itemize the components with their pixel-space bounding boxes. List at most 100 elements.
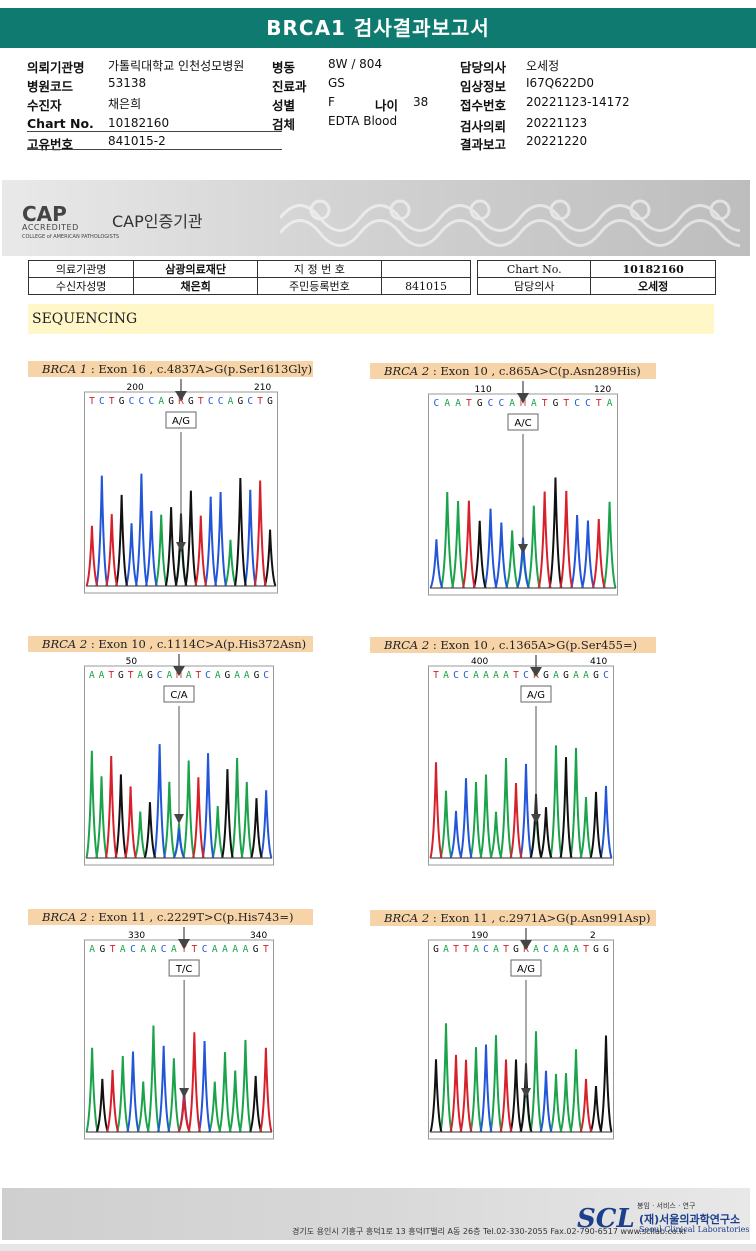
base-call: A xyxy=(455,398,461,409)
bottom-strip xyxy=(0,1244,756,1251)
unique-id-value: 841015-2 xyxy=(108,134,166,148)
chart-no-value: 10182160 xyxy=(108,116,170,130)
trace-peak xyxy=(539,1070,553,1133)
field-label: 검사의뢰 xyxy=(460,119,507,134)
trace-peak xyxy=(591,518,606,589)
variant-top-arrow xyxy=(173,654,185,676)
trace-peak xyxy=(479,1044,493,1133)
trace-peak xyxy=(163,781,176,859)
base-call: G xyxy=(147,670,153,681)
institution-label: 의료기관명 xyxy=(27,260,135,278)
base-call: C xyxy=(434,398,440,409)
trace-peak xyxy=(589,791,603,859)
trace-peak xyxy=(505,530,520,589)
base-call: A xyxy=(493,944,499,955)
trace-peak xyxy=(240,781,254,859)
trace-peak xyxy=(187,1032,201,1133)
trace-peak xyxy=(95,1078,109,1133)
variant-description: : Exon 10 , c.1114C>A(p.His372Asn) xyxy=(87,637,307,651)
trace-peak xyxy=(136,1081,150,1133)
trace-peak xyxy=(172,828,186,859)
footer-banner: 경기도 용인시 기흥구 흥덕1로 13 흥덕IT밸리 A동 26층 Tel.02… xyxy=(2,1188,750,1240)
base-call: C xyxy=(603,670,609,681)
variant-top-arrow xyxy=(175,379,187,401)
trace-peak xyxy=(459,1059,473,1133)
trace-peak xyxy=(479,774,493,859)
base-call: G xyxy=(188,396,194,407)
field-label: 병동 xyxy=(272,60,296,75)
position-label: 340 xyxy=(250,931,267,941)
variant-top-arrow xyxy=(530,655,542,677)
base-call: T xyxy=(108,670,114,681)
variant-label: BRCA 2 : Exon 10 , c.865A>C(p.Asn289His) xyxy=(370,363,656,379)
patient-name-value: 채은희 xyxy=(108,97,142,111)
trace-peak xyxy=(115,494,129,587)
trace-peak xyxy=(489,811,503,859)
scl-name: (재)서울의과학연구소 xyxy=(639,1213,741,1226)
field-label: 고유번호 xyxy=(27,137,74,152)
ward-value: 8W / 804 xyxy=(328,57,383,71)
variant-arrow xyxy=(521,1088,531,1098)
institution-value: 가톨릭대학교 인천성모병원 xyxy=(108,59,245,73)
result-report-date: 20221220 xyxy=(526,134,588,148)
trace-peak xyxy=(197,1040,212,1133)
trace-peak xyxy=(218,1052,232,1133)
trace-peak xyxy=(579,796,593,859)
trace-peak xyxy=(201,753,215,859)
institution-value: 삼광의료재단 xyxy=(133,260,259,278)
registration-label: 지 정 번 호 xyxy=(257,260,382,278)
gene-name: BRCA 2 xyxy=(384,364,430,378)
arrow-head xyxy=(178,939,191,949)
doctor-value: 오세정 xyxy=(590,277,716,295)
base-call: G xyxy=(593,944,599,955)
trace-peak xyxy=(548,477,563,589)
trace-peak xyxy=(238,1039,253,1133)
trace-peak xyxy=(459,778,473,859)
arrow-head xyxy=(175,391,187,401)
gene-name: BRCA 2 xyxy=(384,638,430,652)
genotype-call: A/G xyxy=(172,416,190,427)
trace-peak xyxy=(449,1054,463,1133)
base-call: A xyxy=(171,944,177,955)
trace-peak xyxy=(164,507,178,587)
variant-arrow xyxy=(176,542,186,552)
specimen-value: EDTA Blood xyxy=(328,114,398,128)
trace-peak xyxy=(167,1058,181,1133)
base-call: A xyxy=(503,670,509,681)
variant-top-arrow xyxy=(178,927,191,949)
base-call: G xyxy=(99,944,105,955)
doctor-label: 담당의사 xyxy=(477,277,592,295)
chromatogram: 400410TACCAAAATCRGAGAAGCA/G xyxy=(428,657,614,866)
trace-peak xyxy=(439,790,453,859)
variant-label: BRCA 2 : Exon 11 , c.2229T>C(p.His743=) xyxy=(28,909,313,925)
genotype-box xyxy=(520,685,552,703)
base-call: T xyxy=(257,396,263,407)
base-call: C xyxy=(247,396,253,407)
report-title: BRCA1 검사결과보고서 xyxy=(0,8,756,48)
trace-peak xyxy=(184,490,198,587)
position-label: 330 xyxy=(128,931,145,941)
trace-peak xyxy=(519,763,533,859)
spacer xyxy=(470,260,479,295)
base-call: A xyxy=(89,670,95,681)
trace-peak xyxy=(125,523,138,587)
base-call: T xyxy=(196,670,202,681)
cap-logo-text: CAP xyxy=(22,202,67,226)
base-call: A xyxy=(99,670,105,681)
trace-peak xyxy=(494,522,509,589)
base-call: C xyxy=(543,944,549,955)
genotype-box xyxy=(507,413,539,431)
base-call: A xyxy=(215,670,221,681)
gene-name: BRCA 1 xyxy=(42,362,88,376)
base-call: C xyxy=(523,670,529,681)
trace-peak xyxy=(194,515,208,587)
trace-peak xyxy=(570,515,585,589)
trace-peak xyxy=(230,757,244,859)
trace-peak xyxy=(114,774,128,859)
base-call: A xyxy=(228,396,234,407)
genotype-box xyxy=(163,685,195,703)
base-call: T xyxy=(596,398,602,409)
cap-college-text: COLLEGE of AMERICAN PATHOLOGISTS xyxy=(22,234,120,240)
base-call: C xyxy=(202,944,208,955)
base-call: C xyxy=(99,396,105,407)
